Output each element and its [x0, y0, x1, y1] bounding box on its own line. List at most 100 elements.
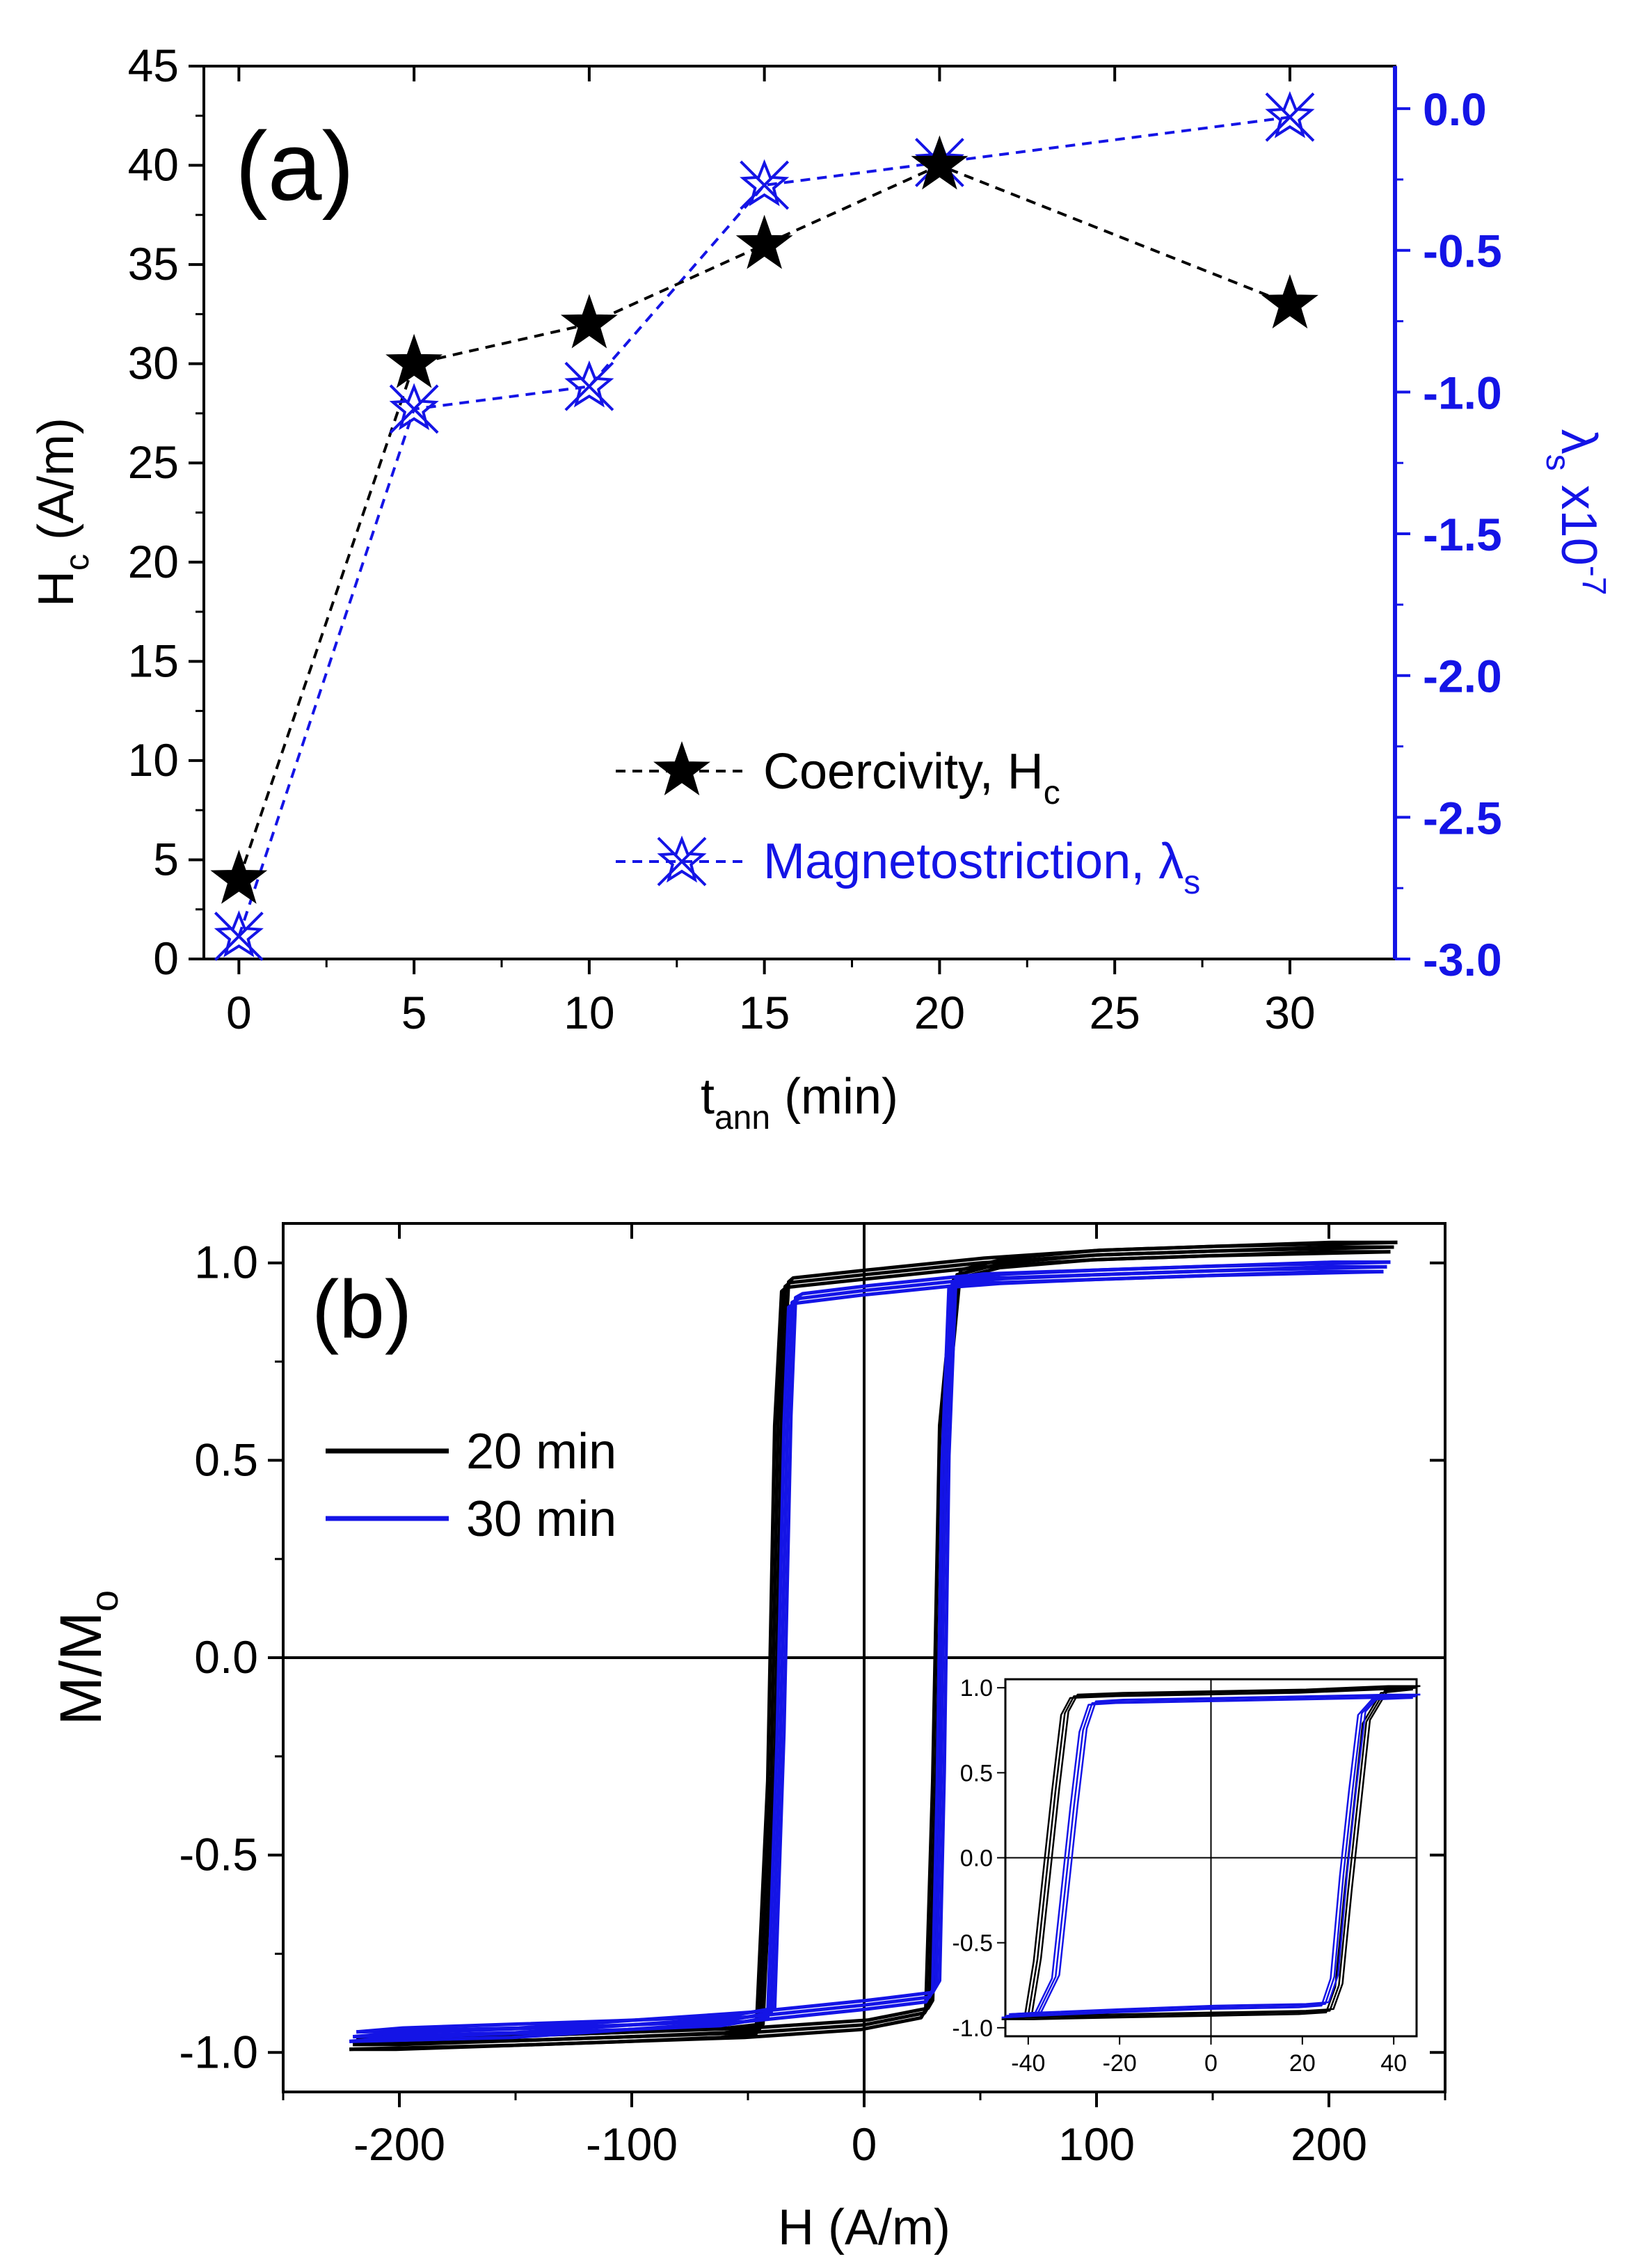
a-y2-tick-label-0: -3.0: [1423, 934, 1502, 985]
legend-coercivity-sub: c: [1044, 775, 1060, 811]
legend-magnetostriction-marker: [657, 835, 707, 887]
a-y-tick-label-4: 20: [128, 536, 179, 587]
a-magnetostriction-point-3-cross: [740, 160, 790, 210]
b-loop-20min-ascending-2: [349, 1250, 1391, 2052]
panel-a-frame: [202, 65, 1396, 960]
panel-a-y2-label-sub: s: [1539, 454, 1576, 471]
inset-loop-30min-ascending-1: [1009, 1693, 1421, 2015]
a-x-tick-label-0: 0: [226, 987, 252, 1038]
panel-a-y2-axis-label: λs x10-7: [1539, 429, 1612, 596]
b-y-tick-label-3: 0.5: [194, 1434, 258, 1485]
panel-a-y-axis-label: Hc (A/m): [29, 418, 96, 607]
inset-x-tick-label-0: -40: [1011, 2050, 1045, 2077]
inset-loop-20min-descending-1: [1001, 1688, 1413, 2020]
inset-x-tick-label-3: 20: [1289, 2050, 1316, 2077]
legend-magnetostriction-text: Magnetostriction, λ: [763, 834, 1183, 889]
legend-coercivity-text: Coercivity, H: [763, 744, 1044, 800]
b-y-tick-label-4: 1.0: [194, 1237, 258, 1288]
inset-loop-20min-ascending-0: [1005, 1686, 1417, 2019]
a-coercivity-point-2: [560, 294, 618, 349]
b-y-tick-label-1: -0.5: [179, 1829, 258, 1880]
legend-coercivity-star: [653, 740, 710, 795]
a-magnetostriction-point-5-cross: [1265, 92, 1315, 142]
panel-a-y2-label-main: λ: [1551, 429, 1607, 454]
panel-a-y-label-rest: (A/m): [29, 418, 84, 554]
a-coercivity-point-0: [210, 849, 268, 904]
inset-x-tick-label-1: -20: [1103, 2050, 1137, 2077]
a-x-tick-label-3: 15: [739, 987, 790, 1038]
inset-x-tick-label-4: 40: [1380, 2050, 1407, 2077]
legend-magnetostriction-label: Magnetostriction, λs: [763, 834, 1200, 901]
a-magnetostriction-point-0-cross: [214, 912, 264, 961]
a-x-tick-label-1: 5: [401, 987, 427, 1038]
a-magnetostriction-point-1-star: [389, 383, 439, 431]
legend-coercivity-marker: [653, 740, 710, 795]
b-loop-30min-ascending-2: [349, 1269, 1384, 2043]
a-y2-tick-label-6: 0.0: [1423, 84, 1487, 135]
panel-b-chart: -200 -100 0 100 200-1.0-0.50.00.51.0 (b) 20 …: [48, 1222, 1446, 2255]
inset-chart: -40 -20 0 20 40 -1.0 -0.5 0.0 0.5 1.0: [952, 1675, 1421, 2077]
a-y2-tick-label-5: -0.5: [1423, 225, 1502, 277]
panel-b-label: (b): [312, 1264, 412, 1356]
panel-a-label: (a): [235, 111, 354, 221]
legend-magnetostriction-sub: s: [1183, 864, 1200, 901]
a-magnetostriction-point-5-star: [1265, 90, 1315, 138]
a-coercivity-point-1: [385, 333, 443, 388]
panel-a-y-label-sub: c: [59, 554, 96, 571]
a-magnetostriction-point-1-cross: [389, 384, 439, 434]
panel-a-y-label-main: H: [29, 571, 84, 607]
a-y-tick-label-3: 15: [128, 635, 179, 686]
a-y-tick-label-0: 0: [153, 933, 179, 984]
legend-20min-label: 20 min: [466, 1424, 616, 1480]
panel-a-y2-label-rest: x10: [1551, 471, 1607, 566]
panel-a-legend: Coercivity, Hc Magnetostriction, λs: [616, 740, 1200, 901]
a-x-tick-label-2: 10: [564, 987, 614, 1038]
inset-y-tick-label-0: -1.0: [952, 2015, 993, 2042]
b-x-tick-label-2: 0: [852, 2118, 877, 2170]
b-y-tick-label-2: 0.0: [194, 1631, 258, 1683]
legend-magnetostriction-xstar-star: [657, 835, 707, 883]
inset-loop-20min-descending-0: [1005, 1686, 1417, 2019]
inset-loop-20min-ascending-1: [1009, 1685, 1421, 2017]
panel-a-x-axis-label: tann (min): [701, 1069, 898, 1136]
inset-loop-30min-ascending-0: [1005, 1695, 1417, 2017]
a-y2-tick-label-1: -2.5: [1423, 792, 1502, 843]
panel-b-y-label-sub: o: [82, 1590, 126, 1612]
a-y-tick-label-8: 40: [128, 139, 179, 191]
b-x-tick-label-0: -200: [353, 2118, 445, 2170]
panel-b-y-label-main: M/M: [48, 1612, 113, 1725]
panel-b-x-axis-label: H (A/m): [778, 2200, 950, 2255]
a-y-tick-label-1: 5: [153, 833, 179, 885]
a-y-tick-label-2: 10: [128, 734, 179, 786]
panel-a-y2-label-sup: -7: [1575, 566, 1612, 596]
panel-a-chart: 0 5 10 15 20 25 30 0 5 10 15 20 25 30 35 40 45 -3.0 -2.5 -2…: [29, 40, 1612, 1136]
a-coercivity-point-5: [1261, 274, 1318, 328]
b-loop-30min-descending-2: [356, 1260, 1391, 2034]
a-y-tick-label-6: 30: [128, 338, 179, 389]
panel-a-x-label-main: t: [701, 1069, 715, 1125]
inset-y-tick-label-3: 0.5: [960, 1760, 993, 1786]
panel-a-x-label-rest: (min): [770, 1069, 898, 1125]
a-magnetostriction-point-3-star: [740, 159, 790, 207]
legend-coercivity-label: Coercivity, Hc: [763, 744, 1060, 811]
panel-b-legend: 20 min 30 min: [326, 1424, 616, 1547]
inset-y-tick-label-2: 0.0: [960, 1846, 993, 1872]
b-x-tick-label-1: -100: [586, 2118, 678, 2170]
legend-magnetostriction-xstar-cross: [657, 836, 707, 887]
inset-y-tick-label-4: 1.0: [960, 1675, 993, 1702]
inset-loop-30min-descending-2: [1009, 1693, 1421, 2015]
a-x-tick-label-5: 25: [1089, 987, 1140, 1038]
a-magnetostriction-point-0-star: [214, 910, 264, 958]
a-y-tick-label-9: 45: [128, 40, 179, 91]
a-y-tick-label-5: 25: [128, 436, 179, 488]
b-x-tick-label-4: 200: [1291, 2118, 1367, 2170]
panel-b-y-axis-label: M/Mo: [48, 1590, 126, 1725]
a-y2-tick-label-3: -1.5: [1423, 509, 1502, 560]
a-y2-tick-label-2: -2.0: [1423, 651, 1502, 702]
legend-30min-label: 30 min: [466, 1491, 616, 1547]
a-magnetostriction-point-2-cross: [564, 361, 614, 411]
inset-x-tick-label-2: 0: [1204, 2050, 1218, 2077]
a-coercivity-point-4: [911, 135, 969, 190]
inset-loop-20min-ascending-2: [1001, 1688, 1413, 2020]
inset-y-tick-label-1: -0.5: [952, 1930, 993, 1957]
